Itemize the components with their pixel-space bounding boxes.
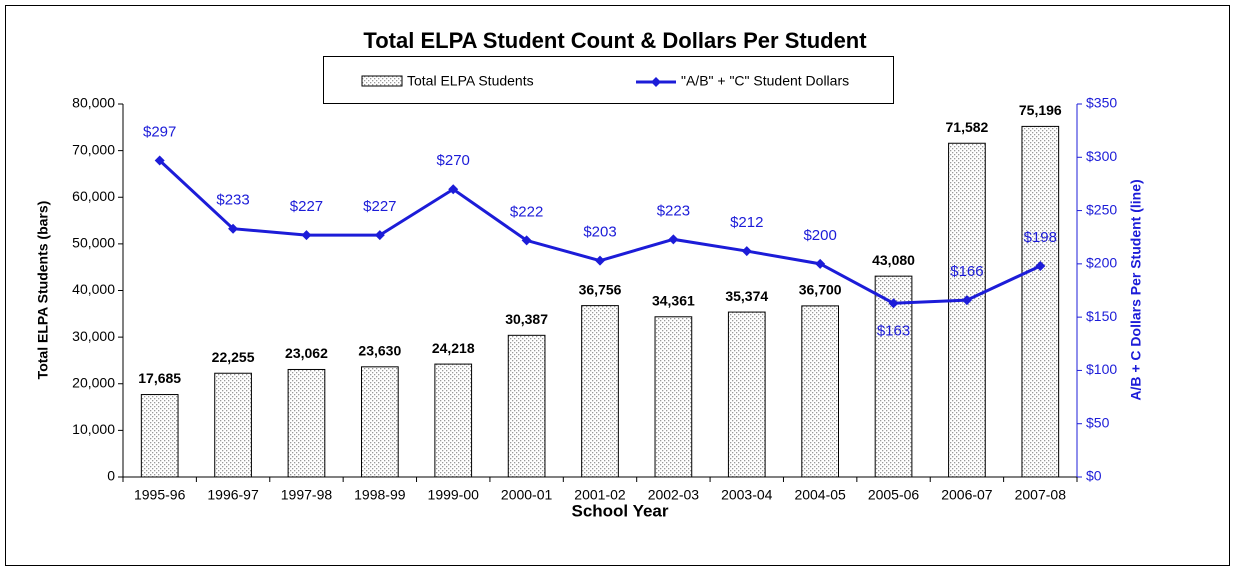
x-tick-label: 2002-03 [648,487,700,503]
x-axis-title: School Year [571,501,668,520]
line-marker [888,298,899,309]
line-marker [521,235,532,246]
y-tick-label: 50,000 [72,235,115,251]
bar [654,316,693,478]
y2-tick-label: $250 [1086,201,1117,217]
x-tick-label: 1996-97 [207,487,259,503]
legend-swatch [361,75,403,87]
y2-tick-label: $150 [1086,308,1117,324]
line-value-label: $198 [1024,229,1057,246]
line-marker [228,223,239,234]
bar [1021,125,1060,478]
chart-title: Total ELPA Student Count & Dollars Per S… [363,28,867,53]
y2-tick-label: $0 [1086,468,1102,484]
x-tick-label: 1998-99 [354,487,406,503]
line-value-label: $297 [143,123,176,140]
x-tick-label: 1999-00 [428,487,480,503]
y2-tick-label: $200 [1086,255,1117,271]
bar-value-label: 17,685 [138,370,181,386]
bar-value-label: 36,700 [799,282,842,298]
bar [361,366,399,478]
bar-value-label: 23,062 [285,345,328,361]
bar-value-label: 43,080 [872,252,915,268]
legend-box [323,56,894,104]
y-tick-label: 60,000 [72,188,115,204]
bar-value-label: 34,361 [652,292,695,308]
y-tick-label: 40,000 [72,281,115,297]
legend-label: Total ELPA Students [407,73,534,89]
y-tick-label: 0 [107,468,115,484]
bar [434,363,473,478]
line-marker [668,234,679,245]
line-value-label: $200 [803,227,836,244]
bar [727,311,766,478]
bar-value-label: 36,756 [579,281,622,297]
y2-tick-label: $100 [1086,361,1117,377]
x-tick-label: 1995-96 [134,487,186,503]
line-value-label: $163 [877,322,910,339]
y2-axis-title: A/B + C Dollars Per Student (line) [1128,179,1144,400]
y2-tick-label: $350 [1086,95,1117,111]
bar [948,142,986,478]
line-value-label: $203 [583,224,616,241]
y-tick-label: 30,000 [72,328,115,344]
line-marker [595,255,605,266]
x-tick-label: 2007-08 [1015,487,1067,503]
y-tick-label: 70,000 [72,141,115,157]
line-value-label: $222 [510,203,543,220]
x-tick-label: 2001-02 [574,487,626,503]
bar-value-label: 22,255 [212,349,255,365]
bar-value-label: 23,630 [358,343,401,359]
bar-value-label: 75,196 [1019,102,1062,118]
y-tick-label: 80,000 [72,95,115,111]
x-tick-label: 2003-04 [721,487,773,503]
bar-value-label: 24,218 [432,340,475,356]
x-tick-label: 1997-98 [281,487,333,503]
line-marker [374,230,385,241]
line-marker [1035,260,1046,271]
x-tick-label: 2005-06 [868,487,920,503]
y2-tick-label: $50 [1086,414,1110,430]
x-tick-label: 2006-07 [941,487,993,503]
line-marker [815,258,826,269]
y2-tick-label: $300 [1086,148,1117,164]
bar-value-label: 71,582 [946,119,989,135]
bar [507,334,546,478]
line-value-label: $227 [363,198,396,215]
line-marker [154,155,165,166]
bar-value-label: 35,374 [725,288,768,304]
bar [581,305,619,478]
bar [287,368,326,478]
line-marker [301,230,312,241]
y-axis-title: Total ELPA Students (bars) [35,201,51,380]
x-tick-label: 2000-01 [501,487,553,503]
line-value-label: $270 [437,152,470,169]
line-value-label: $166 [950,263,983,280]
y-tick-label: 20,000 [72,374,115,390]
y-tick-label: 10,000 [72,421,115,437]
line-value-label: $212 [730,214,763,231]
x-tick-label: 2004-05 [794,487,846,503]
line-marker [741,246,752,257]
line-value-label: $223 [657,202,690,219]
legend-label: "A/B" + "C" Student Dollars [681,73,849,89]
line-value-label: $227 [290,198,323,215]
line-marker [448,184,459,195]
bar [140,394,179,478]
legend-marker [651,77,661,87]
bar-value-label: 30,387 [505,311,548,327]
bar [214,372,252,478]
line-marker [961,295,972,306]
bar [801,305,839,478]
line-value-label: $233 [216,192,249,209]
